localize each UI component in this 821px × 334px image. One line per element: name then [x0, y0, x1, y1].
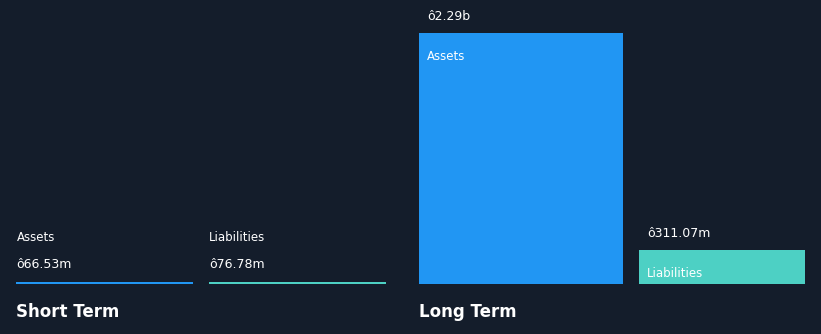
- FancyBboxPatch shape: [209, 282, 386, 284]
- FancyBboxPatch shape: [419, 33, 623, 284]
- Text: ô66.53m: ô66.53m: [16, 258, 71, 271]
- Text: Liabilities: Liabilities: [209, 231, 266, 244]
- Text: ô76.78m: ô76.78m: [209, 258, 265, 271]
- Text: Assets: Assets: [16, 231, 55, 244]
- Text: Liabilities: Liabilities: [647, 267, 704, 280]
- Text: Short Term: Short Term: [16, 303, 120, 321]
- Text: Long Term: Long Term: [419, 303, 516, 321]
- Text: Assets: Assets: [427, 50, 466, 63]
- FancyBboxPatch shape: [639, 250, 805, 284]
- Text: ô311.07m: ô311.07m: [647, 227, 711, 240]
- Text: ô2.29b: ô2.29b: [427, 10, 470, 23]
- FancyBboxPatch shape: [16, 282, 193, 284]
